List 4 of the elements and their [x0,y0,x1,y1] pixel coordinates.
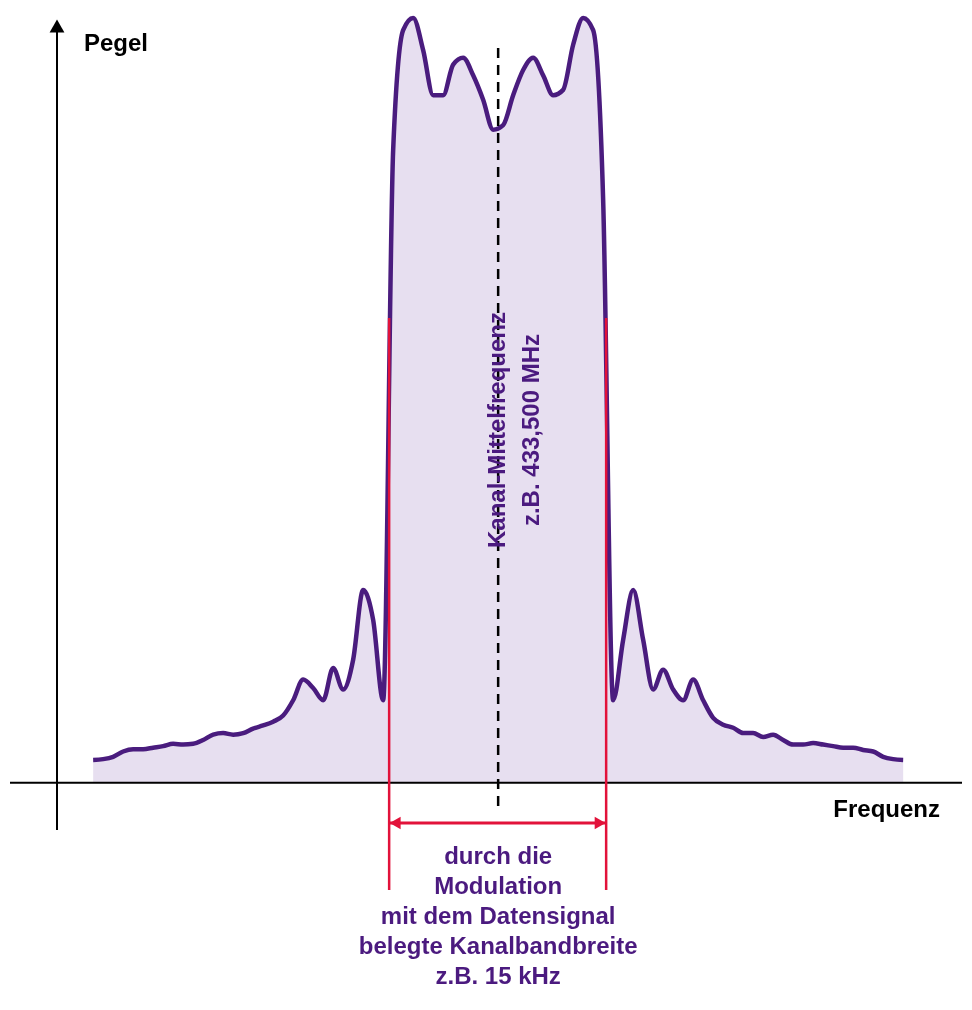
text: durch die Modulation mit dem Datensignal belegte Kanalbandbreite z.B. 15 kHz [358,842,638,989]
y-axis-title: Pegel [84,29,149,56]
x-axis-title: Frequenz [833,795,940,822]
annotation: Kanal-Mittelfrequenz z.B. 433,500 MHz [483,311,545,549]
